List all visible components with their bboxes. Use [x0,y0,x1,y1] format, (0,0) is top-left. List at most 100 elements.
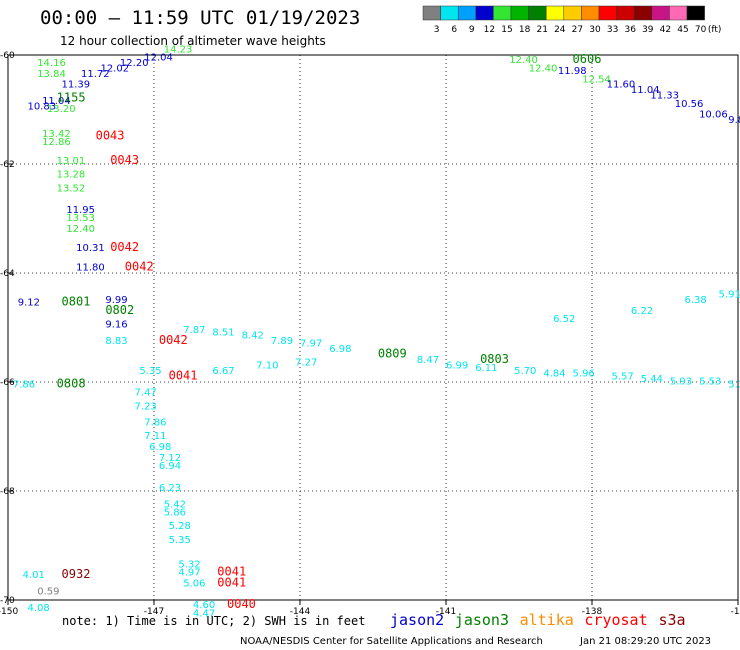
wave-height-label: 7.86 [13,379,35,390]
wave-height-label: 14.23 [164,44,193,55]
wave-height-label: 5.53 [699,377,721,388]
time-label: 1155 [57,90,86,104]
y-tick-label: -60 [0,51,15,61]
wave-height-points: 14.1613.8410.8311.0411.3911.7212.0212.20… [13,44,740,619]
time-label: 0041 [217,564,246,578]
wave-height-label: 6.23 [159,483,181,494]
colorbar-swatch [545,5,565,21]
time-label: 0802 [105,303,134,317]
wave-height-label: 6.98 [329,344,351,355]
colorbar-swatch [686,5,705,21]
x-tick-label: -13 [731,607,740,617]
time-label: 1000 [738,292,740,306]
wave-height-label: 9.8 [728,115,740,126]
wave-height-label: 5.86 [164,508,186,519]
colorbar-label: 70 [695,25,707,35]
wave-height-label: 11.72 [81,69,110,80]
wave-height-label: 12.86 [42,137,71,148]
colorbar-swatch [563,5,582,21]
x-tick-label: -141 [436,607,456,617]
colorbar-swatch [651,5,670,21]
wave-height-label: 5.35 [139,366,161,377]
satellite-legend-entry: jason3 [455,611,509,629]
wave-height-label: 6.52 [553,314,575,325]
wave-height-label: 6.94 [159,461,181,472]
wave-height-label: 9.99 [105,295,127,306]
time-label: 0801 [62,295,91,309]
time-label: 0043 [110,153,139,167]
wave-height-label: 5.70 [514,366,536,377]
wave-height-label: 7.89 [271,336,293,347]
wave-height-label: 4.08 [27,603,49,614]
wave-height-label: 7.12 [159,453,181,464]
wave-height-label: 6.11 [475,363,497,374]
time-label: 0042 [159,333,188,347]
time-label: 0040 [227,597,256,611]
wave-height-label: 12.40 [66,224,95,235]
wave-height-label: 9.12 [18,298,40,309]
wave-height-label: 7.86 [144,418,166,429]
wave-height-label: 7.11 [144,431,166,442]
colorbar-unit: (ft) [708,25,722,35]
wave-height-label: 4.47 [193,608,215,619]
wave-height-label: 13.01 [57,156,86,167]
colorbar-swatch [457,5,477,21]
plot-frame [7,54,739,601]
wave-height-label: 4.01 [23,570,45,581]
wave-height-label: 8.47 [417,355,439,366]
chart-title: 00:00 – 11:59 UTC 01/19/2023 [40,7,360,29]
y-tick-label: -66 [0,378,15,388]
colorbar-swatch [422,5,441,21]
satellite-legend: jason2 jason3 altika cryosat s3a [390,611,686,629]
footer-timestamp: Jan 21 08:29:20 UTC 2023 [579,636,711,647]
wave-height-label: 10.31 [76,243,105,254]
wave-height-label: 5.28 [169,521,191,532]
wave-height-label: 0.59 [37,587,59,598]
wave-height-label: 12.02 [100,63,129,74]
note-text: note: 1) Time is in UTC; 2) SWH is in fe… [62,614,365,628]
wave-height-label: 6.99 [446,360,468,371]
time-label: 0042 [125,259,154,273]
wave-height-label: 4.60 [193,600,215,611]
colorbar-label: 45 [677,25,688,35]
wave-height-label: 13.42 [42,129,71,140]
x-tick-label: -147 [144,607,164,617]
y-tick-label: -64 [0,269,15,279]
wave-height-label: 8.83 [105,336,127,347]
wave-height-label: 5.44 [641,374,663,385]
wave-height-label: 13.52 [57,183,86,194]
wave-height-label: 11.98 [558,66,587,77]
colorbar-label: 9 [469,25,475,35]
x-tick-label: -150 [0,607,18,617]
wave-height-label: 5.57 [611,371,633,382]
time-label: 0809 [378,346,407,360]
colorbar-swatch [669,5,688,21]
time-label: 0041 [169,368,198,382]
colorbar-label: 27 [572,25,583,35]
wave-height-label: 5.96 [573,369,595,380]
y-tick-label: -62 [0,160,15,170]
colorbar-label: 21 [536,25,547,35]
wave-height-label: 13.28 [57,170,86,181]
satellite-legend-entry: jason2 [390,611,444,629]
wave-height-label: 7.27 [295,358,317,369]
colorbar-label: 12 [484,25,495,35]
wave-height-label: 12.04 [144,52,173,63]
wave-height-label: 5.31 [728,379,740,390]
wave-height-label: 6.22 [631,306,653,317]
wave-height-label: 5.91 [719,290,740,301]
satellite-legend-entry: cryosat [584,611,647,629]
wave-height-label: 7.87 [183,325,205,336]
colorbar-label: 6 [451,25,457,35]
wave-height-label: 4.84 [543,369,565,380]
satellite-legend-entry: s3a [659,611,686,629]
wave-height-label: 5.06 [183,578,205,589]
satellite-legend-entry: altika [520,611,574,629]
footer-credit: NOAA/NESDIS Center for Satellite Applica… [240,636,543,647]
wave-height-label: 8.51 [212,328,234,339]
wave-height-label: 4.97 [178,567,200,578]
wave-height-label: 5.93 [670,377,692,388]
wave-height-label: 14.16 [37,58,66,69]
time-label: 0041 [217,575,246,589]
colorbar-swatch [510,5,529,21]
